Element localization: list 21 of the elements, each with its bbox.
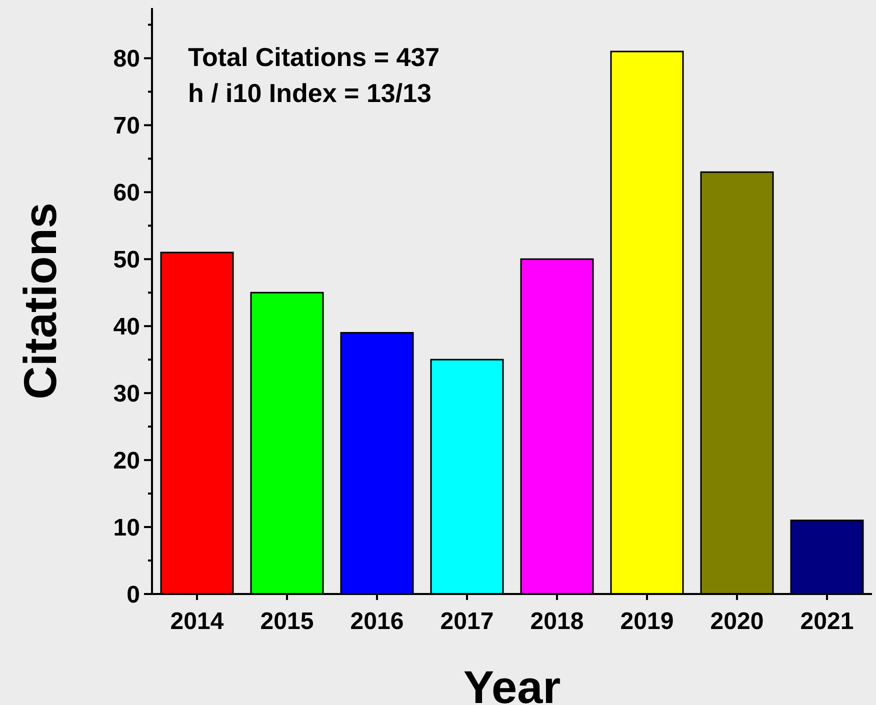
x-tick-label: 2018 (530, 608, 584, 636)
y-tick-label: 50 (113, 246, 140, 274)
annotation: h / i10 Index = 13/13 (188, 78, 432, 109)
x-tick-label: 2019 (620, 608, 674, 636)
x-tick-label: 2015 (260, 608, 314, 636)
x-tick-label: 2014 (170, 608, 224, 636)
y-tick-label: 80 (113, 46, 140, 73)
y-tick-label: 10 (113, 514, 140, 542)
x-tick-label: 2016 (350, 608, 404, 636)
x-tick-label: 2021 (800, 608, 854, 636)
y-tick-label: 0 (126, 581, 140, 608)
y-tick-label: 70 (113, 112, 140, 140)
y-tick-label: 40 (113, 314, 140, 341)
y-tick-label: 60 (113, 180, 140, 207)
y-tick-label: 30 (113, 380, 140, 408)
y-tick-label: 20 (113, 447, 140, 474)
x-tick-label: 2020 (710, 608, 764, 636)
y-axis-title: Citations (14, 202, 66, 400)
x-tick-label: 2017 (440, 608, 494, 636)
x-axis-title: Year (463, 661, 561, 705)
annotation: Total Citations = 437 (188, 42, 440, 73)
